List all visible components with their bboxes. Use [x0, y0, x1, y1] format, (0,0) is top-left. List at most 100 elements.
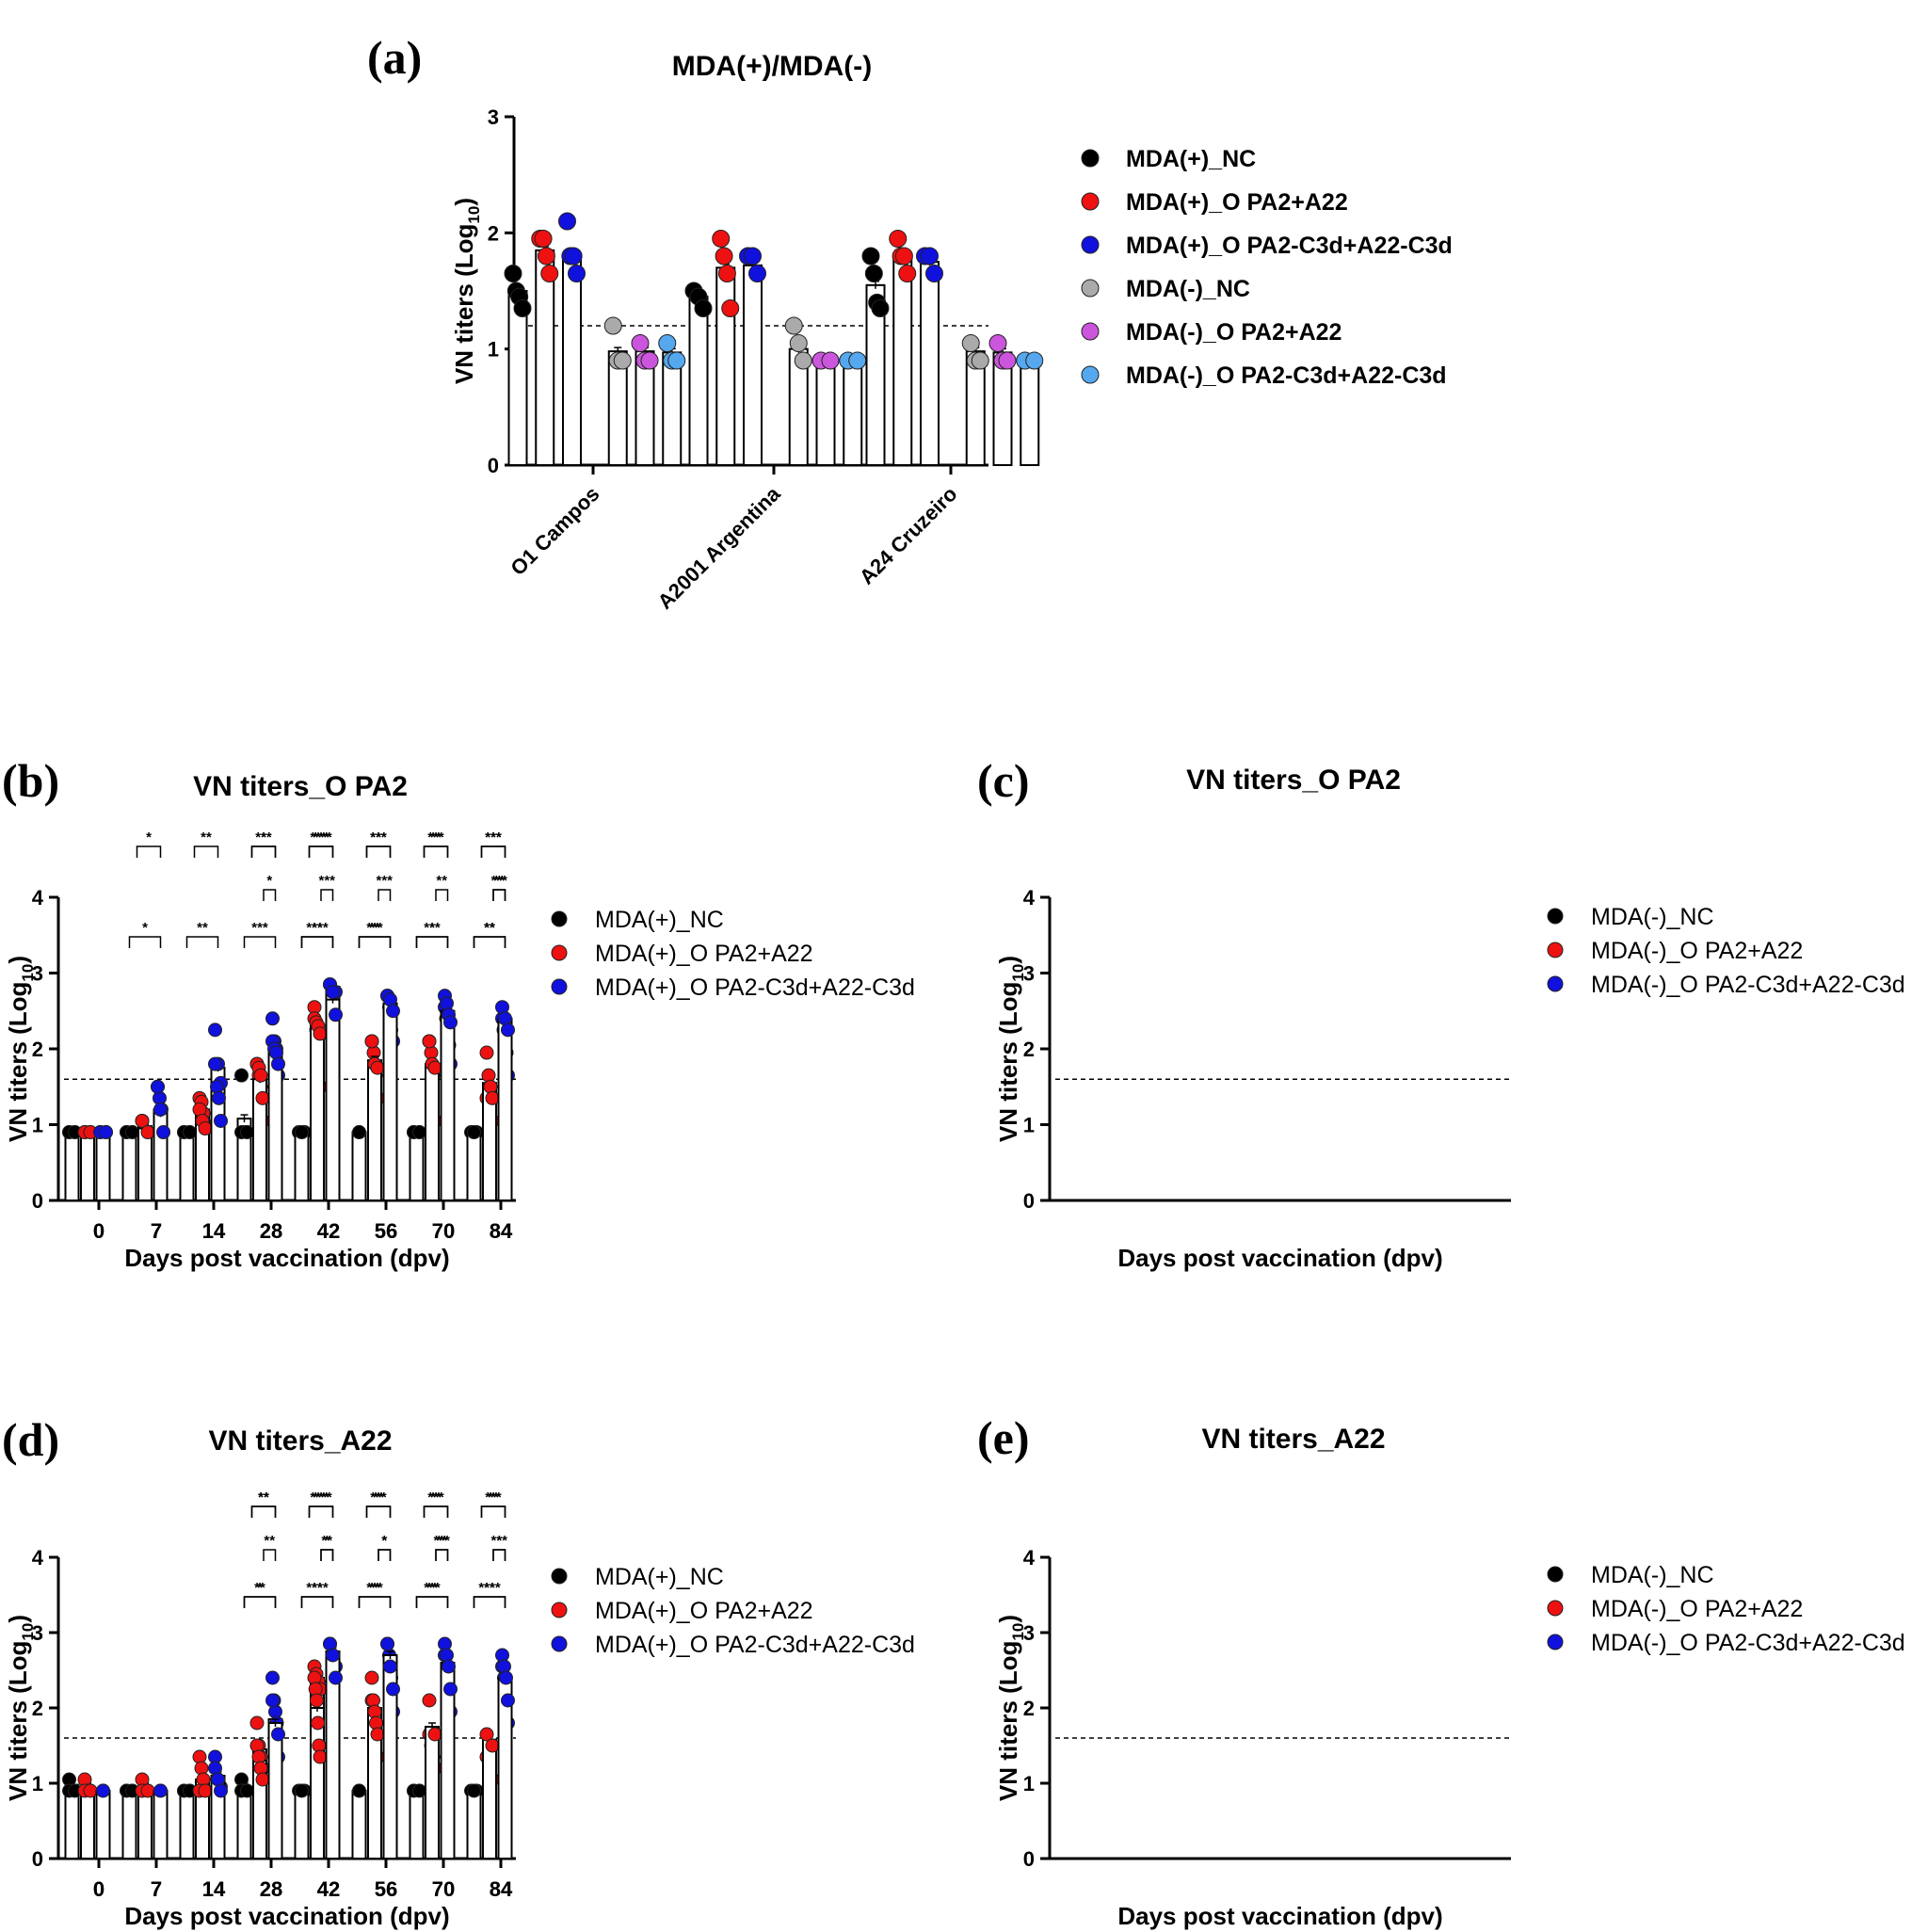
significance-label: **: [484, 920, 495, 936]
data-point: [329, 1670, 343, 1685]
bar: [409, 1790, 425, 1860]
data-point: [485, 1738, 500, 1753]
legend-marker: [1081, 322, 1100, 341]
significance-label: **: [369, 1580, 380, 1596]
significance-bracket: [308, 1505, 334, 1518]
data-point: [467, 1783, 481, 1798]
panel-title: VN titers_O PA2: [1186, 765, 1401, 796]
data-point: [240, 1125, 254, 1140]
data-point: [234, 1068, 249, 1083]
data-point: [183, 1125, 197, 1140]
x-tick-label: 84: [490, 1877, 513, 1901]
legend-marker: [1547, 1634, 1564, 1650]
data-point: [925, 265, 943, 282]
y-tick-label: 0: [32, 1847, 43, 1871]
x-tick-label: A2001 Argentina: [653, 481, 785, 613]
data-point: [295, 1125, 309, 1140]
significance-label: **: [430, 1489, 442, 1505]
bar: [137, 1790, 153, 1860]
data-point: [352, 1125, 366, 1140]
bar: [310, 1024, 325, 1201]
y-axis-label: VN titers (Log10): [994, 956, 1027, 1142]
significance-label: ***: [366, 920, 383, 936]
data-point: [558, 212, 576, 231]
data-point: [313, 1026, 328, 1041]
data-point: [861, 247, 880, 266]
data-point: [640, 351, 659, 370]
significance-label: ****: [310, 829, 332, 845]
significance-label: ***: [427, 1489, 444, 1505]
data-point: [140, 1783, 155, 1798]
data-point: [744, 247, 762, 266]
significance-bracket: [300, 1596, 334, 1608]
data-point: [427, 1727, 442, 1742]
data-point: [380, 1636, 394, 1651]
significance-bracket: [185, 936, 219, 948]
y-tick-label: 4: [32, 1546, 44, 1570]
y-tick-label: 3: [32, 1621, 43, 1645]
y-tick-label: 0: [1023, 1847, 1035, 1871]
bar: [688, 296, 709, 466]
legend-label: MDA(-)_O PA2+A22: [1591, 938, 1803, 964]
data-point: [309, 1693, 324, 1708]
significance-label: *: [496, 1533, 502, 1549]
data-point: [789, 334, 808, 352]
x-tick-label: 42: [317, 1877, 340, 1901]
x-tick-label: 56: [375, 1219, 397, 1243]
data-point: [240, 1783, 254, 1798]
data-point: [443, 1015, 458, 1030]
x-tick-label: 70: [432, 1219, 455, 1243]
legend-marker: [1547, 942, 1564, 958]
significance-bracket: [358, 1596, 392, 1608]
legend-label: MDA(-)_O PA2-C3d+A22-C3d: [1591, 972, 1905, 998]
significance-label: **: [484, 920, 495, 936]
data-point: [499, 1670, 513, 1685]
data-point: [715, 247, 733, 266]
x-tick-label: 70: [432, 1877, 455, 1901]
data-point: [295, 1783, 309, 1798]
data-point: [265, 1693, 280, 1708]
data-point: [386, 1682, 400, 1697]
y-tick-label: 2: [32, 1697, 43, 1720]
data-point: [352, 1783, 366, 1798]
x-tick-label: 0: [93, 1877, 104, 1901]
significance-label: *: [381, 1533, 387, 1549]
data-point: [198, 1121, 213, 1136]
significance-label: **: [312, 920, 323, 936]
y-tick-label: 4: [1023, 886, 1036, 910]
data-point: [422, 1693, 437, 1708]
data-point: [255, 1090, 270, 1105]
significance-bracket: [492, 1549, 506, 1561]
significance-bracket: [300, 936, 334, 948]
significance-label: ***: [313, 829, 329, 845]
significance-label: **: [369, 920, 380, 936]
significance-label: **: [488, 1489, 499, 1505]
significance-bracket: [378, 1549, 392, 1561]
bar: [815, 360, 836, 466]
data-point: [271, 1727, 285, 1742]
y-label-main: VN titers (Log: [450, 224, 478, 384]
significance-bracket: [365, 845, 392, 858]
bar: [1020, 360, 1040, 466]
data-point: [534, 230, 553, 248]
x-tick-label: 28: [260, 1219, 282, 1243]
significance-bracket: [365, 1505, 392, 1518]
bar: [892, 257, 913, 467]
data-point: [156, 1125, 170, 1140]
x-tick-label: 7: [151, 1219, 162, 1243]
bar: [179, 1790, 195, 1860]
significance-bracket: [320, 889, 334, 901]
significance-bracket: [308, 1505, 334, 1518]
significance-label: *: [257, 1580, 263, 1596]
bar: [440, 1009, 456, 1201]
y-label-close: ): [450, 198, 478, 206]
panel-label: (a): [367, 31, 422, 84]
significance-bracket: [480, 845, 506, 858]
significance-label: *: [142, 920, 148, 936]
data-point: [265, 1670, 280, 1685]
y-label-close: ): [4, 956, 32, 964]
data-point: [1025, 351, 1044, 370]
legend-marker: [1547, 975, 1564, 992]
y-tick-label: 1: [32, 1114, 43, 1137]
panel-title: VN titers_O PA2: [193, 771, 408, 802]
